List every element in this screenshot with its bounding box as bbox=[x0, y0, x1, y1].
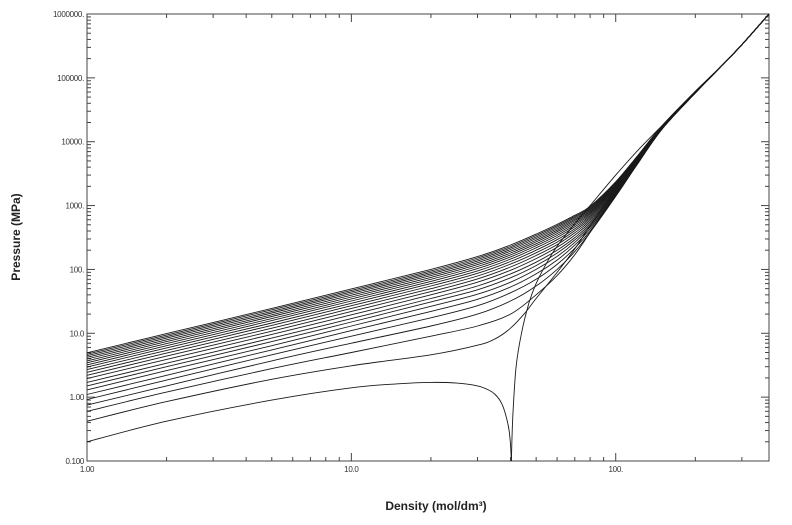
y-tick-label: 100. bbox=[70, 265, 84, 274]
isotherm-line-14 bbox=[86, 13, 770, 371]
plot-frame bbox=[86, 13, 770, 462]
plot-area-border bbox=[86, 13, 770, 462]
isotherm-line-10 bbox=[86, 13, 770, 383]
isotherm-line-7 bbox=[86, 13, 770, 395]
x-tick-label: 1.00 bbox=[80, 465, 95, 474]
isotherm-line-18 bbox=[86, 13, 770, 362]
isotherm-line-1 bbox=[86, 381, 512, 462]
y-tick-label: 1000. bbox=[65, 202, 84, 211]
isotherm-curves bbox=[86, 13, 770, 462]
y-tick-label: 10000. bbox=[61, 138, 84, 147]
isotherm-line-5 bbox=[86, 13, 770, 406]
isotherm-line-11 bbox=[86, 13, 770, 380]
isotherm-line-15 bbox=[86, 13, 770, 368]
x-axis-ticks bbox=[86, 14, 743, 461]
y-tick-label: 0.100 bbox=[65, 457, 84, 466]
y-tick-label: 10.0 bbox=[70, 329, 85, 338]
isotherm-line-8 bbox=[86, 13, 770, 391]
x-tick-label: 10.0 bbox=[344, 465, 359, 474]
isotherm-line-6 bbox=[86, 13, 770, 400]
isotherm-line-4 bbox=[86, 13, 770, 412]
y-tick-label: 1.00 bbox=[70, 393, 85, 402]
y-tick-label: 1000000. bbox=[53, 10, 84, 19]
y-axis-title: Pressure (MPa) bbox=[9, 193, 23, 280]
isotherm-line-3 bbox=[86, 13, 770, 422]
isotherm-line-9 bbox=[86, 13, 770, 387]
isotherm-line-20 bbox=[86, 13, 770, 358]
isotherm-line-12 bbox=[86, 13, 770, 376]
y-tick-label: 100000. bbox=[57, 74, 84, 83]
y-axis-ticks bbox=[87, 13, 769, 462]
isotherm-line-21 bbox=[86, 13, 770, 357]
isotherm-line-22 bbox=[86, 13, 770, 355]
x-tick-label: 100. bbox=[609, 465, 623, 474]
x-axis-title: Density (mol/dm³) bbox=[385, 499, 486, 513]
isotherm-line-23 bbox=[86, 13, 770, 354]
isotherm-line-17 bbox=[86, 13, 770, 364]
y-axis-tick-labels: 0.100 1.00 10.0 100. 1000. 10000. 100000. 10000… bbox=[53, 10, 85, 466]
x-axis-tick-labels: 1.00 10.0 100. bbox=[80, 465, 623, 474]
